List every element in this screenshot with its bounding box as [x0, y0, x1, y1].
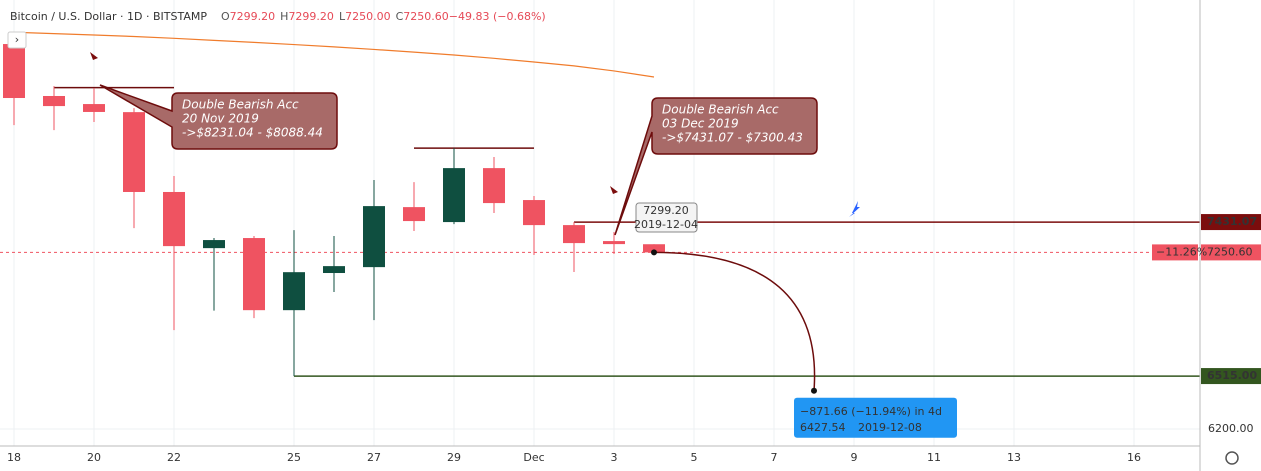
candle-body [603, 241, 625, 245]
collapse-button[interactable] [7, 31, 27, 49]
ohlc-label: L [339, 10, 346, 23]
ohlc-value: −49.83 (−0.68%) [449, 10, 546, 23]
callout-text: Double Bearish Acc [182, 98, 299, 112]
level-label: 7431.07 [1207, 215, 1257, 228]
x-tick-label: 18 [7, 451, 21, 464]
x-tick-label: 27 [367, 451, 381, 464]
chart-title: Bitcoin / U.S. Dollar · 1D · BITSTAMP O72… [10, 10, 546, 23]
ohlc-label: H [280, 10, 288, 23]
ohlc: O7299.20 H7299.20 L7250.00 C7250.60−49.83 (… [221, 10, 546, 23]
callout-box [99, 84, 338, 150]
x-tick-label: 25 [287, 451, 301, 464]
x-tick-label: 29 [447, 451, 461, 464]
candle-body [443, 168, 465, 223]
x-tick-label: 9 [851, 451, 858, 464]
measure-date: 2019-12-08 [858, 421, 922, 434]
x-tick-label: 3 [611, 451, 618, 464]
candle-body [243, 238, 265, 311]
settings-button[interactable] [1225, 451, 1239, 465]
last-price-label: 7250.60 [1207, 245, 1253, 258]
candle-body [283, 272, 305, 311]
candle-body [523, 200, 545, 226]
change-label: −11.26% [1156, 245, 1207, 258]
candle-body [363, 206, 385, 268]
measure-start [651, 249, 657, 256]
callout-text: ->$7431.07 - $7300.43 [662, 131, 803, 145]
collapse-icon: › [15, 33, 19, 46]
change-bg [1152, 244, 1198, 261]
x-tick-label: 5 [691, 451, 698, 464]
x-tick-label: 16 [1127, 451, 1141, 464]
callout-text: 03 Dec 2019 [662, 117, 739, 131]
callout-box [614, 97, 818, 236]
candle-body [563, 225, 585, 244]
candle-body [203, 240, 225, 249]
level-label: 6515.00 [1207, 369, 1257, 382]
moving-average [13, 31, 655, 78]
x-tick-label: Dec [523, 451, 544, 464]
x-tick-label: 7 [771, 451, 778, 464]
measure-end [811, 387, 817, 394]
candle-body [483, 168, 505, 204]
title: Bitcoin / U.S. Dollar · 1D · BITSTAMP [10, 10, 207, 23]
level-label-bg [1201, 368, 1261, 385]
flag-icon [610, 186, 618, 194]
last-price-bg [1201, 244, 1261, 261]
tooltip-price: 7299.20 [643, 204, 689, 217]
measure-price: 6427.54 [800, 421, 846, 434]
callout-text: ->$8231.04 - $8088.44 [182, 126, 323, 140]
candle-body [403, 207, 425, 222]
measure-arc [653, 251, 816, 391]
ohlc-value: 7299.20 [288, 10, 334, 23]
x-tick-label: 20 [87, 451, 101, 464]
tooltip-box [635, 202, 698, 233]
candle-body [163, 191, 185, 247]
callout-text: 20 Nov 2019 [182, 112, 259, 126]
candle-body [83, 104, 105, 112]
candle-body [3, 44, 25, 99]
x-tick-label: 11 [927, 451, 941, 464]
x-tick-label: 22 [167, 451, 181, 464]
ohlc-label: O [221, 10, 230, 23]
ohlc-value: 7299.20 [230, 10, 276, 23]
candle-body [43, 95, 65, 107]
candle-body [643, 244, 665, 253]
ohlc-label: C [396, 10, 404, 23]
tooltip-date: 2019-12-04 [634, 218, 698, 231]
flag-icon [90, 52, 98, 60]
ohlc-value: 7250.60 [403, 10, 449, 23]
candle-body [323, 266, 345, 274]
x-tick-label: 13 [1007, 451, 1021, 464]
callout-text: Double Bearish Acc [662, 103, 779, 117]
level-label-bg [1201, 214, 1261, 231]
y-tick-label: 6200.00 [1208, 422, 1254, 435]
measure-label: −871.66 (−11.94%) in 4d [800, 405, 942, 418]
measure-box [794, 397, 957, 438]
ohlc-value: 7250.00 [345, 10, 391, 23]
rocket-icon [849, 201, 860, 217]
candle-body [123, 112, 145, 192]
